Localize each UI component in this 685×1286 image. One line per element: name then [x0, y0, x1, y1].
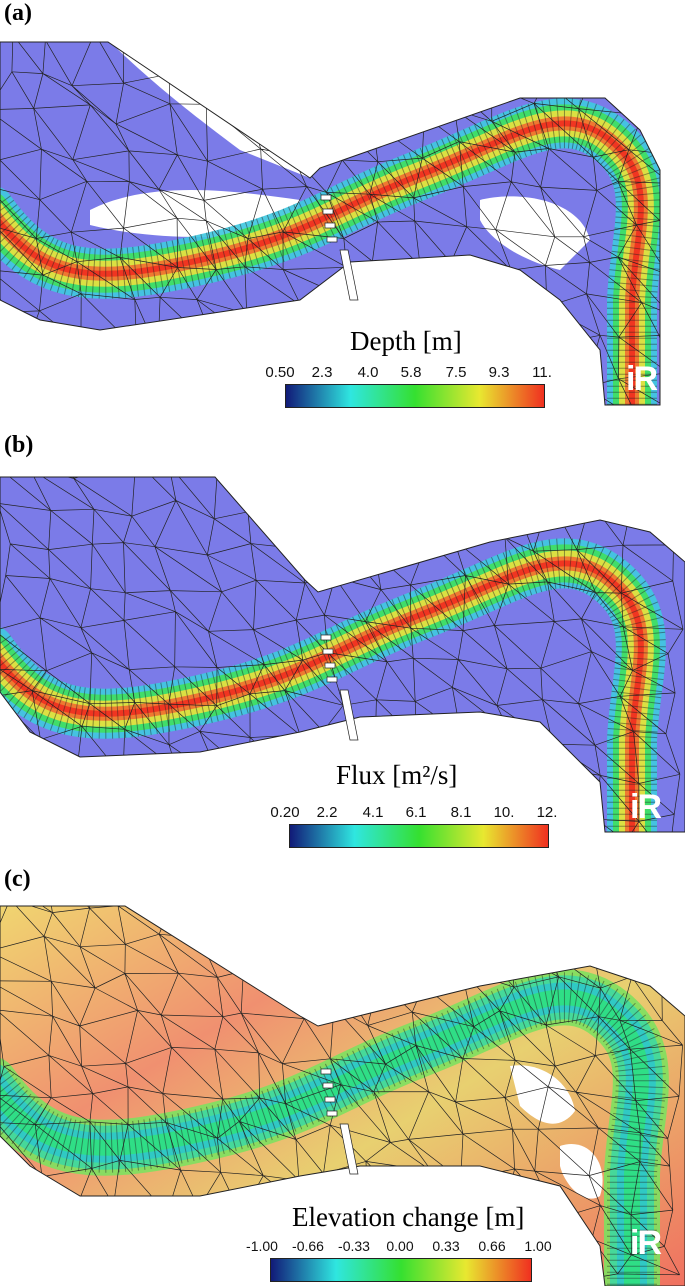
- colorbar-tick: 2.3: [311, 364, 333, 381]
- colorbar-tick: 5.8: [400, 364, 422, 381]
- weir-block: [324, 222, 336, 229]
- colorbar-title: Depth [m]: [350, 326, 462, 356]
- river-band: [0, 560, 644, 832]
- colorbar-tick: 0.50: [265, 364, 295, 381]
- colorbar-tick: 8.1: [450, 804, 472, 821]
- colorbar-tick: 9.3: [488, 364, 510, 381]
- gap-slit: [339, 249, 359, 301]
- colorbar-title: Flux [m²/s]: [336, 760, 458, 790]
- river-band: [0, 989, 649, 1286]
- logo-icon: iR: [630, 788, 662, 826]
- colorbar-tick: 0.33: [432, 1238, 460, 1254]
- panel-label: (a): [4, 0, 32, 26]
- weir-block: [326, 1110, 338, 1117]
- panel-label: (b): [4, 432, 34, 458]
- colorbar-tick: 11.: [532, 364, 552, 381]
- mesh-map-flux: [0, 476, 685, 833]
- domain-outline: [0, 905, 685, 1286]
- colorbar-tick: 7.5: [445, 364, 467, 381]
- dry-area: [480, 196, 590, 270]
- weir-block: [322, 648, 334, 655]
- panel-b: (b) Flux [m²/s] 0.20 2.2 4.1 6.1 8.1 10.…: [0, 432, 685, 852]
- colorbar-tick: -0.66: [292, 1238, 324, 1254]
- colorbar-tick: 0.20: [270, 804, 300, 821]
- panel-label: (c): [4, 866, 31, 892]
- panel-a: (a) Depth [m] 0.50 2.3 4.0 5.8 7.5 9.3 1…: [0, 0, 685, 420]
- weir-block: [322, 1082, 334, 1089]
- dry-area: [560, 1144, 603, 1199]
- river-band: [0, 120, 644, 405]
- colorbar-gradient: [270, 1258, 532, 1282]
- weir-block: [320, 194, 332, 201]
- colorbar-tick: 1.00: [524, 1238, 552, 1254]
- dry-area: [510, 1065, 575, 1124]
- colorbar-gradient: [289, 824, 549, 848]
- weir-block: [326, 236, 338, 243]
- gap-slit: [339, 689, 359, 741]
- colorbar-tick: 4.1: [362, 804, 384, 821]
- domain-outline: [0, 41, 661, 406]
- colorbar-tick: 2.2: [316, 804, 338, 821]
- colorbar-tick: 4.0: [357, 364, 379, 381]
- weir-block: [324, 1096, 336, 1103]
- weir-block: [320, 634, 332, 641]
- colorbar-ticks: 0.50 2.3 4.0 5.8 7.5 9.3 11.: [265, 364, 551, 382]
- mesh-domain: [0, 42, 660, 405]
- colorbar-ticks: -1.00 -0.66 -0.33 0.00 0.33 0.66 1.00: [246, 1238, 552, 1256]
- colorbar-ticks: 0.20 2.2 4.1 6.1 8.1 10. 12.: [270, 804, 557, 822]
- colorbar-tick: 12.: [536, 804, 558, 821]
- colorbar-tick: 10.: [493, 804, 515, 821]
- weir-block: [326, 676, 338, 683]
- colorbar-tick: 6.1: [405, 804, 427, 821]
- colorbar-title: Elevation change [m]: [292, 1202, 525, 1232]
- gap-slit: [339, 1123, 359, 1175]
- domain-outline: [0, 476, 685, 833]
- logo-icon: iR: [626, 360, 658, 398]
- panel-c: (c) Elevation change [m] -1.00 -0.66 -0.…: [0, 866, 685, 1286]
- colorbar-tick: -1.00: [246, 1238, 278, 1254]
- colorbar-tick: 0.66: [478, 1238, 506, 1254]
- mesh-map-elevation: [0, 905, 685, 1286]
- logo-icon: iR: [630, 1224, 662, 1262]
- mesh-map-depth: [0, 41, 661, 406]
- colorbar-tick: -0.33: [338, 1238, 370, 1254]
- weir-block: [320, 1068, 332, 1075]
- weir-block: [324, 662, 336, 669]
- weir-block: [322, 208, 334, 215]
- colorbar-gradient: [285, 384, 545, 408]
- colorbar-tick: 0.00: [386, 1238, 414, 1254]
